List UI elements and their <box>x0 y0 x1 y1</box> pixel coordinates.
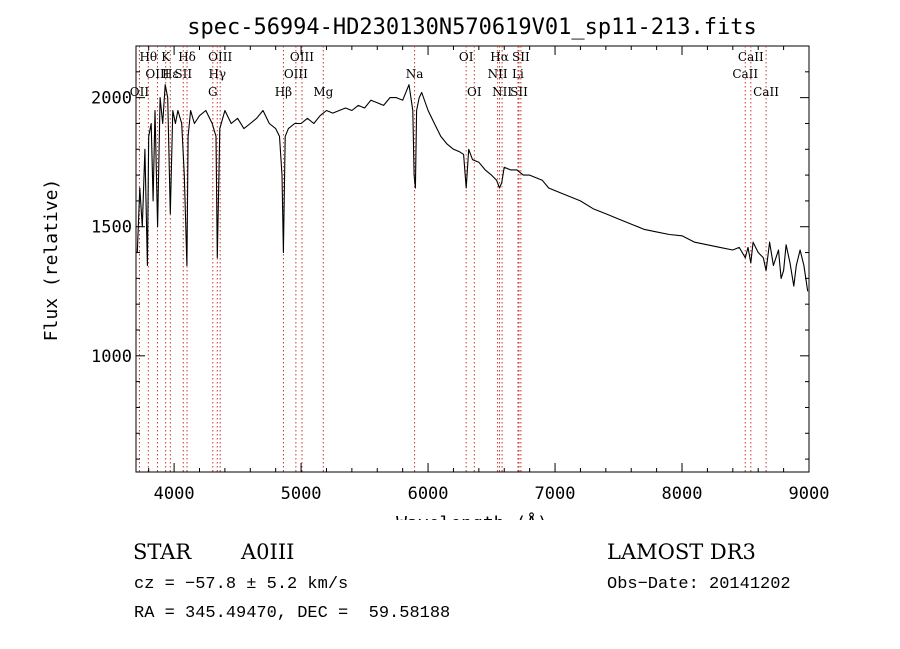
object-subclass: A0III <box>241 540 295 564</box>
x-tick-label-4: 8000 <box>662 484 703 504</box>
marker-label-25: CaII <box>753 85 779 99</box>
marker-label-23: CaII <box>732 67 758 81</box>
marker-label-24: CaII <box>738 50 764 64</box>
marker-label-3: K <box>161 50 171 64</box>
x-tick-label-1: 5000 <box>281 484 322 504</box>
marker-label-6: Hδ <box>178 50 196 64</box>
spectrum-series <box>136 84 809 292</box>
y-axis-label: Flux (relative) <box>41 179 62 342</box>
marker-label-20: Li <box>512 67 524 81</box>
marker-label-5: SII <box>174 67 192 81</box>
marker-label-19: NII <box>492 85 512 99</box>
marker-label-21: SII <box>510 85 528 99</box>
marker-label-2: OIII <box>145 67 169 81</box>
marker-label-1: Hθ <box>139 50 157 64</box>
marker-label-14: Na <box>406 67 424 81</box>
chart-title: spec-56994-HD230130N570619V01_sp11-213.f… <box>187 15 757 40</box>
marker-label-22: SII <box>512 50 530 64</box>
marker-label-15: OI <box>459 50 474 64</box>
marker-label-4: Hε <box>162 67 179 81</box>
marker-label-10: Hβ <box>275 85 292 99</box>
x-tick-label-5: 9000 <box>789 484 830 504</box>
marker-label-17: NII <box>488 67 508 81</box>
spectrum-line <box>136 84 809 292</box>
marker-label-16: OI <box>467 85 482 99</box>
marker-label-18: Hα <box>490 50 509 64</box>
line-marker-labels: OIIHθOIIIKHεSIIHδHγGOIIIHβOIIIOIIIMgNaOI… <box>130 50 779 99</box>
survey-name: LAMOST DR3 <box>607 540 756 564</box>
marker-label-8: G <box>208 85 218 99</box>
spectrum-plot: spec-56994-HD230130N570619V01_sp11-213.f… <box>41 15 830 520</box>
y-tick-label-1: 1500 <box>91 218 132 238</box>
marker-label-11: OIII <box>284 67 308 81</box>
ra-dec-coordinates: RA = 345.49470, DEC = 59.58188 <box>134 604 451 623</box>
marker-label-12: OIII <box>290 50 314 64</box>
axis-ticks: 4000 5000 6000 7000 8000 9000 1000 1500 2000 <box>91 45 830 504</box>
line-markers <box>138 46 767 472</box>
marker-label-0: OII <box>130 85 150 99</box>
y-tick-label-0: 1000 <box>91 347 132 367</box>
x-tick-label-0: 4000 <box>154 484 195 504</box>
y-tick-label-2: 2000 <box>91 89 132 109</box>
x-axis-label: Wavelength (Å) <box>396 512 548 520</box>
marker-label-7: Hγ <box>208 67 226 81</box>
redshift-cz: cz = −57.8 ± 5.2 km/s <box>134 575 349 594</box>
observation-date: Obs−Date: 20141202 <box>607 575 791 594</box>
marker-label-13: Mg <box>313 85 333 99</box>
plot-frame <box>135 45 810 473</box>
x-tick-label-2: 6000 <box>408 484 449 504</box>
object-class: STAR <box>133 540 192 564</box>
marker-label-9: OIII <box>208 50 232 64</box>
x-tick-label-3: 7000 <box>535 484 576 504</box>
